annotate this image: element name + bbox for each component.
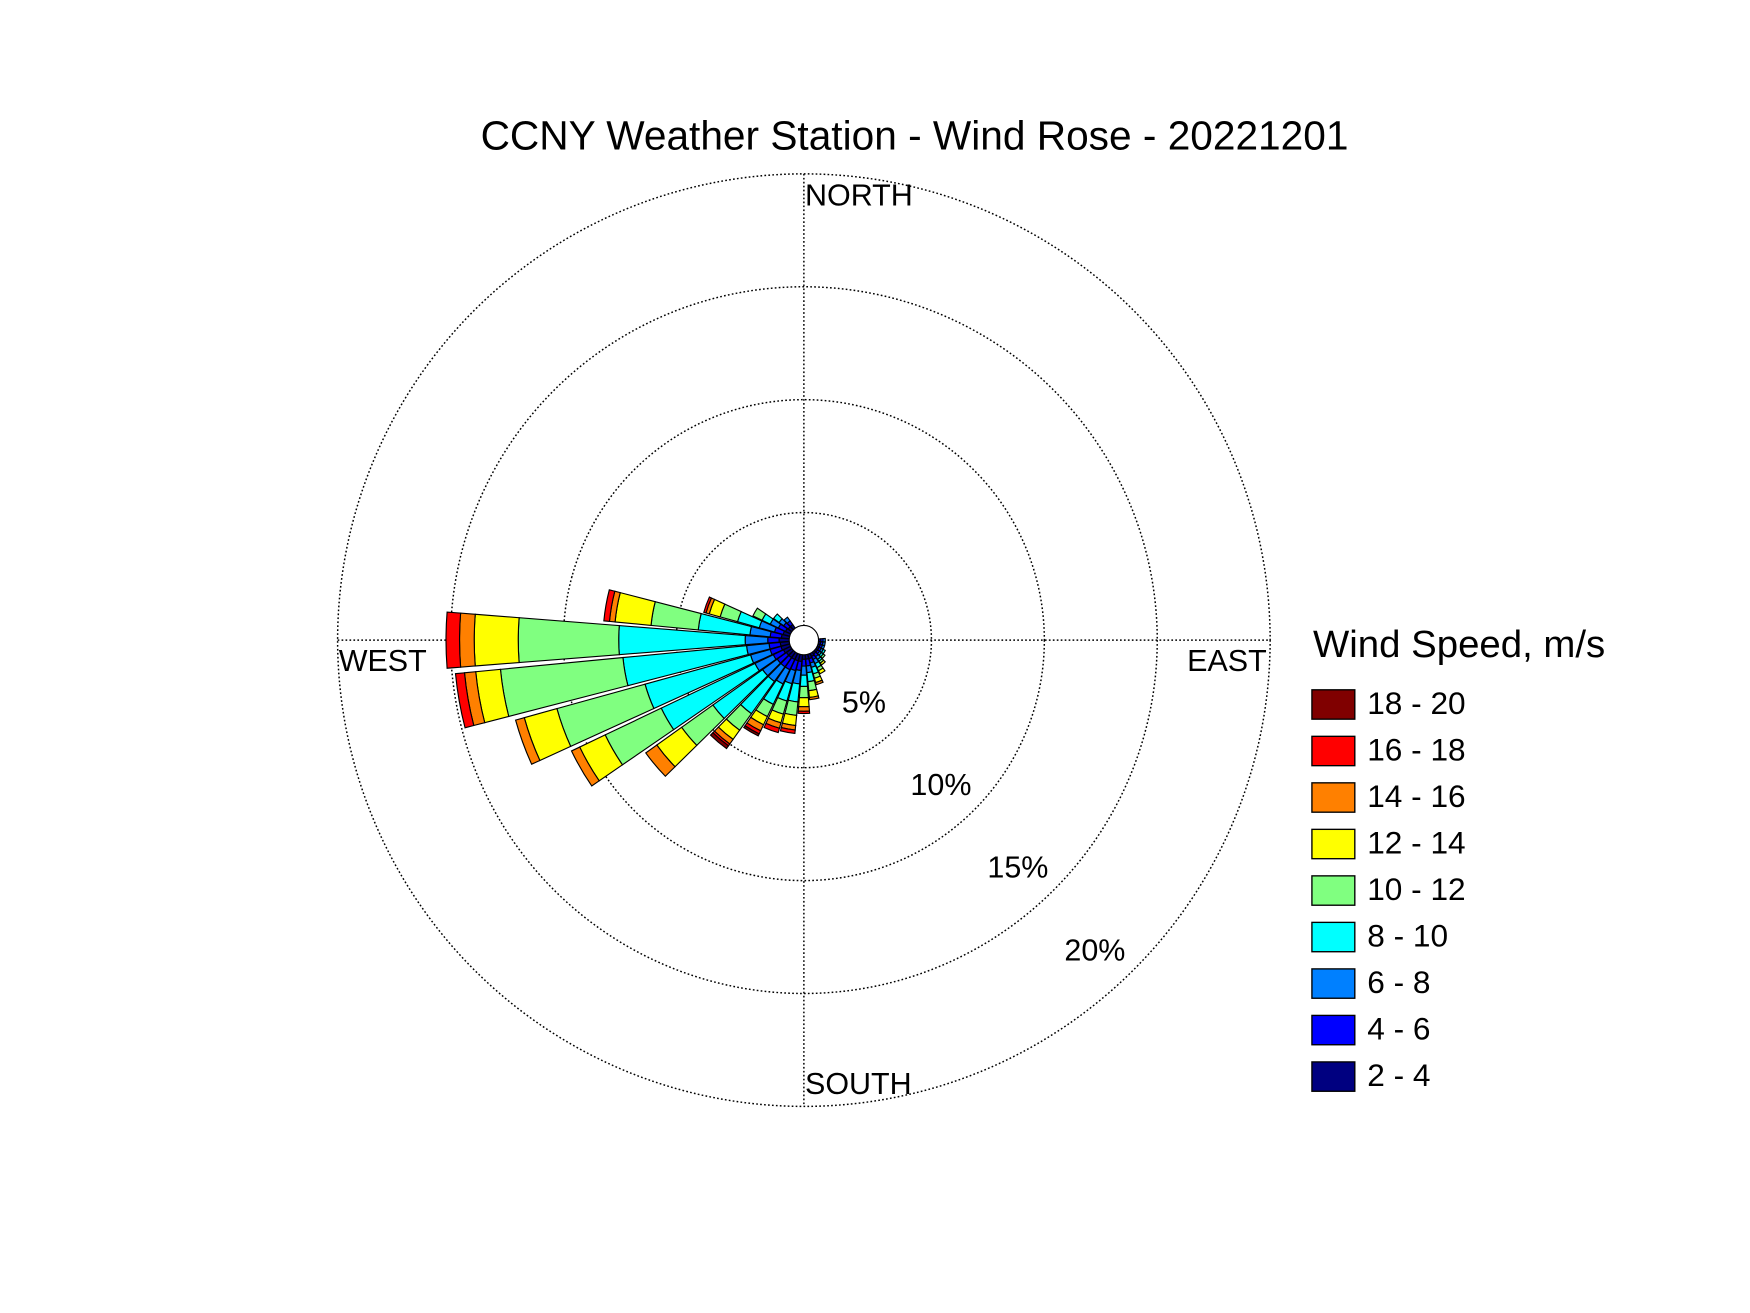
- wedge: [752, 607, 767, 621]
- legend-swatch: [1311, 968, 1356, 999]
- wedge: [514, 716, 541, 765]
- direction-label: EAST: [1187, 644, 1267, 678]
- wedge: [445, 611, 462, 669]
- legend-label: 6 - 8: [1367, 964, 1430, 1000]
- legend-swatch: [1311, 1061, 1356, 1092]
- wedge: [797, 705, 811, 712]
- wedge: [817, 667, 826, 675]
- wedge: [473, 613, 520, 667]
- direction-label: NORTH: [805, 179, 913, 213]
- direction-label: SOUTH: [805, 1067, 912, 1101]
- legend-swatch: [1311, 782, 1356, 813]
- wedge: [458, 612, 476, 668]
- wedge: [614, 591, 656, 627]
- wedge: [797, 710, 811, 715]
- grid-ring: [336, 173, 1271, 1108]
- wedge: [744, 634, 769, 646]
- legend-swatch: [1311, 735, 1356, 767]
- r-tick-label: 15%: [987, 851, 1048, 885]
- r-tick-label: 20%: [1064, 933, 1125, 967]
- wedge: [763, 722, 781, 734]
- wedge: [454, 672, 475, 729]
- legend-label: 18 - 20: [1367, 685, 1465, 721]
- wedge: [779, 726, 796, 735]
- wedge: [783, 616, 791, 625]
- wedge: [798, 696, 810, 708]
- legend-label: 4 - 6: [1367, 1011, 1430, 1047]
- legend-label: 14 - 16: [1367, 778, 1465, 814]
- legend-swatch: [1311, 828, 1356, 860]
- legend-label: 16 - 18: [1367, 731, 1465, 767]
- wedge: [772, 613, 783, 624]
- wedge: [814, 679, 824, 686]
- wedge: [644, 744, 676, 778]
- legend-swatch: [1311, 689, 1356, 720]
- wedge: [799, 674, 809, 687]
- legend-swatch: [1311, 875, 1356, 906]
- r-tick-label: 5%: [842, 686, 886, 720]
- wedge: [709, 731, 730, 750]
- legend-swatch: [1311, 1014, 1356, 1046]
- wedge: [822, 637, 826, 643]
- wedge: [517, 617, 620, 664]
- wedge: [808, 695, 820, 701]
- legend-label: 12 - 14: [1367, 824, 1465, 860]
- direction-label: WEST: [339, 644, 427, 678]
- r-tick-label: 10%: [910, 768, 971, 802]
- center-hole: [788, 624, 820, 656]
- legend-label: 10 - 12: [1367, 871, 1465, 907]
- wedge: [603, 589, 616, 623]
- wedge: [703, 596, 713, 614]
- legend-label: 2 - 4: [1367, 1057, 1430, 1093]
- chart-title: CCNY Weather Station - Wind Rose - 20221…: [481, 113, 1349, 159]
- legend-label: 8 - 10: [1367, 918, 1448, 954]
- wedge: [798, 685, 809, 699]
- wedge: [742, 724, 760, 737]
- wedge: [800, 665, 808, 676]
- legend-swatch: [1311, 921, 1356, 953]
- legend-title: Wind Speed, m/s: [1313, 623, 1605, 666]
- wedge: [650, 600, 702, 631]
